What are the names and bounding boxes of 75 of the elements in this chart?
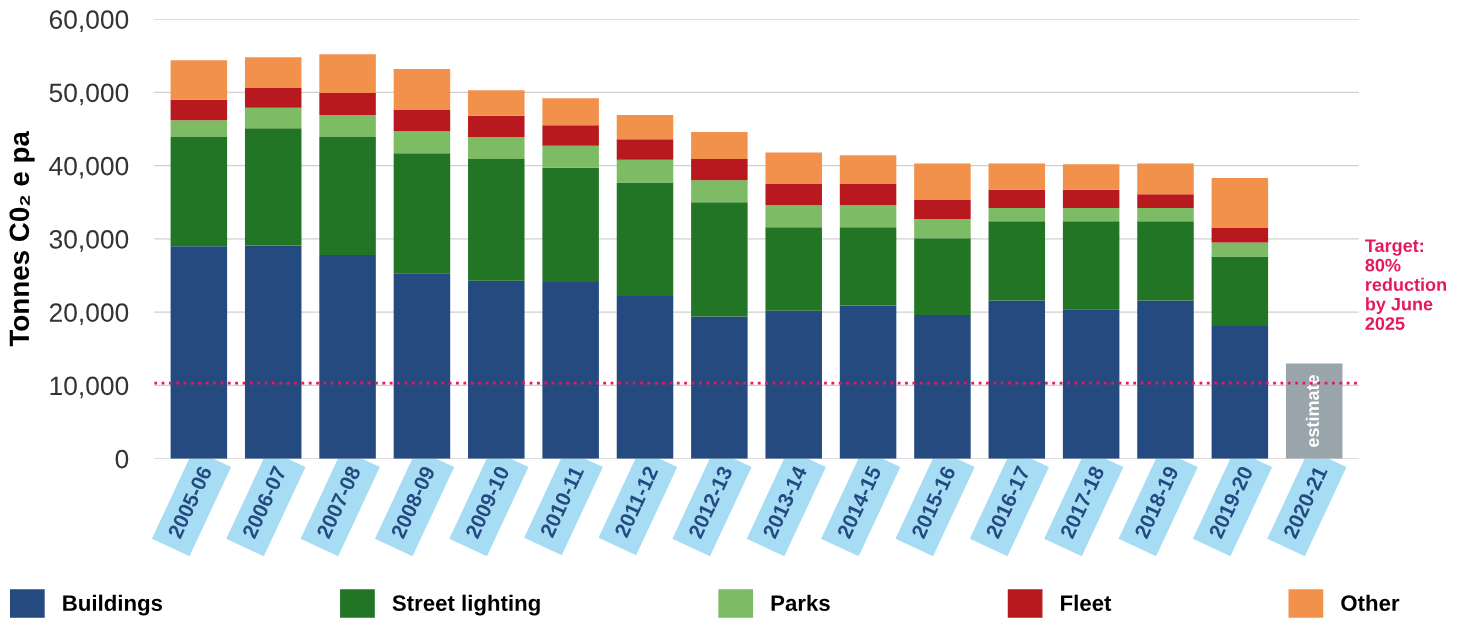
legend-label: Buildings (63, 594, 163, 616)
bar (988, 208, 1046, 222)
bar (988, 163, 1046, 190)
bar (839, 227, 897, 306)
bar (1062, 221, 1120, 310)
bar (542, 167, 599, 283)
y-tick-label: 0 (115, 449, 129, 469)
bar (839, 155, 897, 184)
bar (244, 57, 302, 88)
bar (542, 145, 599, 168)
bar (914, 238, 971, 316)
bar (839, 205, 897, 228)
y-tick-label: 40,000 (49, 156, 129, 179)
bar (1062, 208, 1120, 222)
bar (1062, 164, 1120, 190)
bar (319, 137, 376, 255)
bar (393, 131, 451, 154)
data-label: estimate (1305, 375, 1320, 447)
bar (616, 182, 674, 297)
bar (468, 90, 525, 116)
bar (468, 159, 525, 281)
bar (1211, 242, 1269, 257)
legend-label: Parks (771, 594, 830, 611)
bar (691, 131, 748, 160)
y-tick-label: 60,000 (49, 10, 129, 33)
bar (988, 189, 1046, 209)
bar (616, 115, 674, 140)
bar (1211, 227, 1269, 243)
bar (914, 200, 971, 220)
bar (319, 115, 376, 138)
bar (542, 98, 599, 126)
bar (765, 183, 822, 206)
bar (468, 137, 525, 160)
y-tick-label: 20,000 (49, 303, 129, 326)
y-axis-title: Tonnes C0₂ e pa (9, 130, 35, 347)
bar (1137, 163, 1194, 195)
bar (393, 109, 451, 132)
bar (393, 68, 451, 110)
bar (468, 115, 525, 138)
legend-label: Street lighting (392, 594, 540, 616)
bar (170, 60, 228, 100)
bar (542, 125, 599, 146)
bar (914, 219, 971, 239)
bar (319, 54, 376, 94)
bar (170, 99, 228, 121)
bar (1062, 189, 1120, 209)
y-tick-label: 50,000 (49, 83, 129, 106)
bar (170, 137, 228, 247)
bar (244, 87, 302, 108)
bar (914, 163, 971, 201)
bar (616, 159, 674, 183)
bar (765, 152, 822, 184)
bar (393, 153, 451, 274)
y-tick-label: 10,000 (50, 376, 129, 399)
y-tick-label: 30,000 (49, 230, 129, 252)
legend-label: Other (1341, 594, 1400, 611)
bar (765, 227, 822, 311)
bar (839, 183, 897, 206)
bar (691, 202, 748, 317)
bar (691, 159, 748, 181)
bar (1137, 194, 1194, 209)
bar (691, 180, 748, 203)
bar (765, 205, 822, 228)
bar (244, 128, 302, 246)
bar (170, 120, 228, 138)
text: Target: 80% reduction by June 2025 (1365, 239, 1446, 330)
bar (319, 93, 376, 116)
bar (1137, 221, 1194, 301)
bar (988, 221, 1046, 301)
legend-label: Fleet (1061, 594, 1112, 611)
bar (1137, 208, 1194, 222)
bar (1211, 256, 1269, 327)
bar (616, 139, 674, 160)
bar (244, 107, 302, 129)
bar (1211, 178, 1269, 228)
